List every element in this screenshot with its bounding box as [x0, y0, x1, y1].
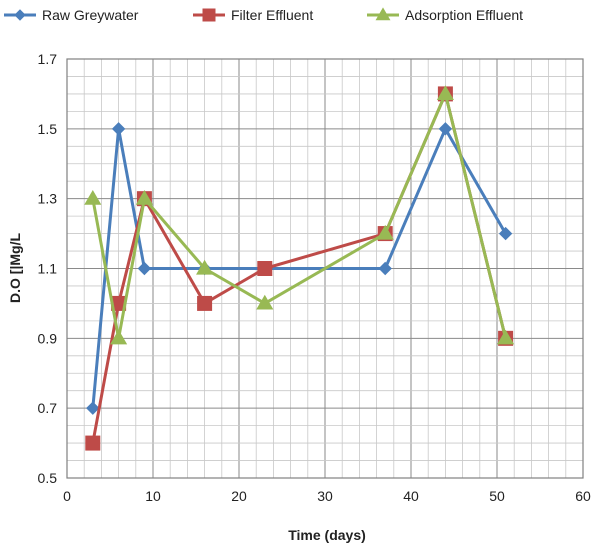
x-axis-title: Time (days) — [288, 527, 366, 543]
data-point — [137, 261, 152, 276]
x-tick-labels: 0 10 20 30 40 50 60 — [63, 488, 591, 504]
data-point — [86, 401, 100, 415]
data-point — [110, 329, 128, 345]
data-point — [111, 122, 126, 136]
data-point — [197, 295, 213, 311]
legend-label: Filter Effluent — [231, 7, 313, 23]
legend-label: Raw Greywater — [42, 7, 139, 23]
data-point — [497, 329, 515, 345]
x-tick-label: 0 — [63, 488, 71, 504]
legend-marker — [14, 9, 26, 21]
plot-border — [66, 58, 584, 479]
y-tick-label: 0.9 — [38, 330, 58, 346]
data-point — [376, 224, 394, 240]
data-point — [257, 261, 273, 276]
y-tick-label: 1.1 — [38, 261, 58, 277]
data-point — [378, 261, 392, 276]
y-axis-title: D.O [|Mg/L — [7, 233, 23, 303]
legend-item: Filter Effluent — [193, 7, 313, 23]
legend-item: Raw Greywater — [4, 7, 139, 23]
x-tick-label: 60 — [575, 488, 591, 504]
data-point — [438, 122, 453, 136]
data-point — [135, 189, 153, 205]
x-tick-label: 40 — [403, 488, 419, 504]
data-point — [84, 189, 102, 205]
y-tick-label: 0.5 — [38, 470, 58, 486]
y-tick-labels: 0.5 0.7 0.9 1.1 1.3 1.5 1.7 — [38, 51, 58, 486]
legend-marker — [375, 7, 391, 21]
series-line — [91, 92, 508, 340]
legend-item: Adsorption Effluent — [367, 7, 523, 23]
x-tick-label: 20 — [231, 488, 247, 504]
x-tick-label: 30 — [317, 488, 333, 504]
series-layer — [84, 85, 515, 451]
x-tick-label: 50 — [489, 488, 505, 504]
data-point — [498, 226, 513, 241]
y-tick-label: 1.7 — [38, 51, 58, 67]
data-point — [436, 85, 454, 101]
x-tick-label: 10 — [145, 488, 161, 504]
y-tick-label: 1.3 — [38, 191, 58, 207]
y-tick-label: 1.5 — [38, 121, 58, 137]
series-line — [91, 127, 507, 409]
legend: Raw Greywater Filter Effluent Adsorption E… — [4, 7, 523, 23]
legend-marker — [202, 8, 216, 22]
y-tick-label: 0.7 — [38, 400, 58, 416]
data-point — [85, 435, 101, 451]
data-point — [256, 294, 274, 310]
legend-label: Adsorption Effluent — [405, 7, 523, 23]
axes — [66, 58, 584, 479]
data-point — [196, 259, 214, 275]
series-3 — [84, 85, 515, 345]
